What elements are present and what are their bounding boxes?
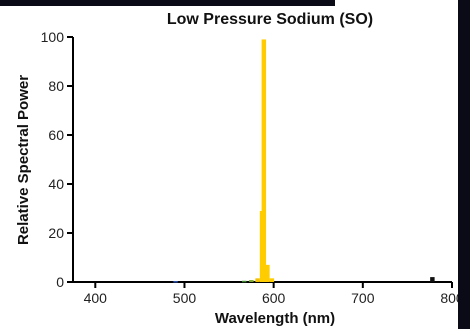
chart-title: Low Pressure Sodium (SO) [167,11,373,28]
spectrum-bar-0 [173,281,178,283]
top-frame-bar [0,0,335,6]
x-tick-label-4: 800 [440,290,464,306]
spectrum-bar-3 [255,278,260,282]
y-tick-label-5: 100 [41,29,65,45]
y-tick-label-2: 40 [48,176,64,192]
y-tick-label-1: 20 [48,225,64,241]
y-axis-label: Relative Spectral Power [15,75,32,245]
x-axis-label: Wavelength (nm) [215,310,335,327]
spectrum-bar-2 [249,280,254,282]
spectrum-bar-6 [265,264,270,282]
y-tick-label-4: 80 [48,78,64,94]
bars-group [173,39,435,283]
x-tick-label-2: 600 [262,290,286,306]
y-tick-label-0: 0 [56,274,64,290]
spectrum-bar-1 [241,280,247,283]
x-tick-label-1: 500 [173,290,197,306]
x-tick-label-0: 400 [84,290,108,306]
spectrum-bar-8 [430,277,435,282]
spectrum-bar-5 [261,39,267,283]
spectrum-bar-7 [269,278,275,282]
y-tick-label-3: 60 [48,127,64,143]
ticks-group: 0 20 40 60 80 100 400 500 600 700 800 [41,29,464,306]
x-tick-label-3: 700 [351,290,375,306]
right-frame-bar [458,0,470,329]
